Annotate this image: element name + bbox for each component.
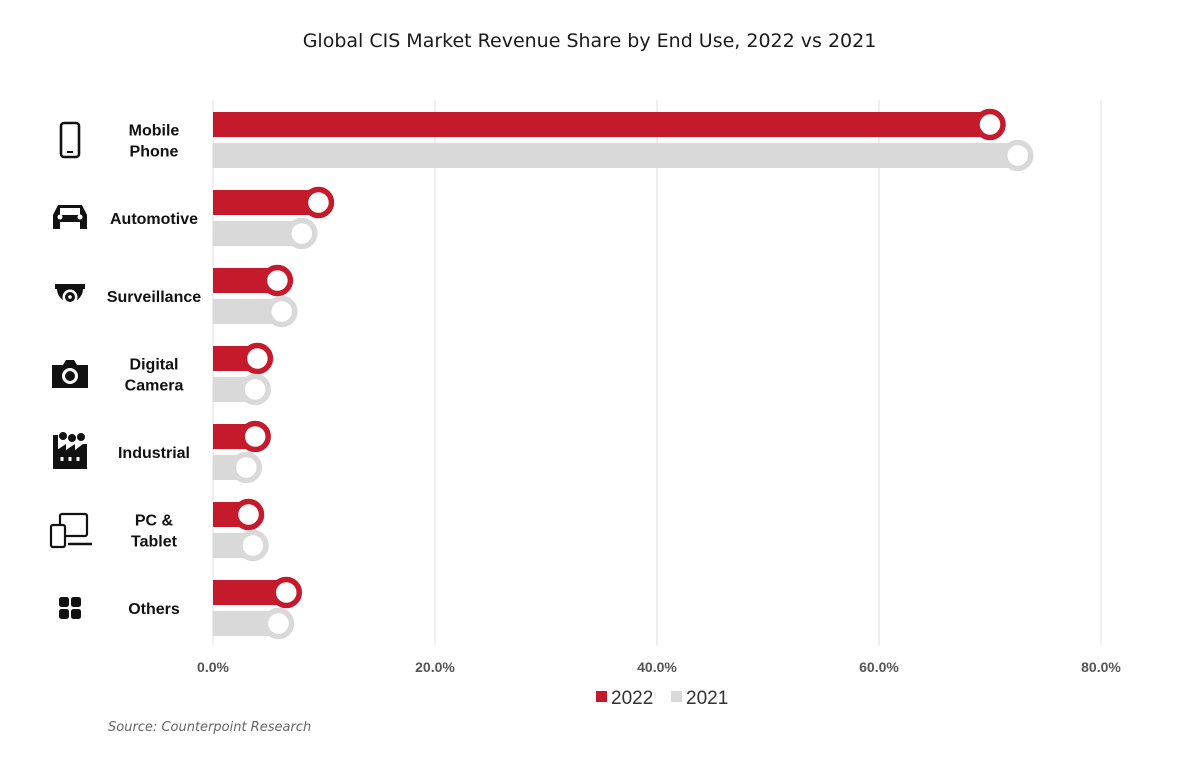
marker-2021-1 (286, 217, 318, 250)
category-label-5: PC & Tablet (131, 513, 178, 551)
category-label-3: Digital Camera (125, 357, 184, 395)
category-labels: Mobile Phone Automotive Surveillance Digital… (107, 123, 201, 619)
marker-2022-6 (270, 576, 303, 609)
chart-title: Global CIS Market Revenue Share by End U… (302, 30, 877, 52)
mobile-phone-icon (59, 121, 81, 159)
category-label-6: Others (128, 601, 180, 618)
category-label-1: Automotive (110, 211, 198, 228)
pc-tablet-icon (49, 512, 92, 549)
marker-2021-5 (237, 529, 269, 562)
grid-icon (59, 597, 81, 619)
gridlines (212, 100, 1102, 645)
bars (213, 108, 1034, 640)
camera-icon (52, 360, 88, 388)
category-label-2: Surveillance (107, 289, 201, 306)
x-tick-label-0: 0.0% (197, 659, 229, 675)
marker-2022-1 (302, 186, 335, 219)
marker-2022-3 (241, 342, 274, 375)
marker-2021-0 (1002, 139, 1034, 172)
legend-swatch-2022 (596, 691, 607, 702)
marker-2021-3 (239, 373, 271, 406)
legend-label-2022: 2022 (611, 688, 653, 709)
bar-2021-0 (213, 143, 1018, 168)
x-tick-label-4: 80.0% (1081, 659, 1121, 675)
legend: 2022 2021 (596, 688, 728, 709)
bar-2022-0 (213, 112, 990, 137)
x-tick-label-1: 20.0% (415, 659, 455, 675)
legend-swatch-2021 (671, 691, 682, 702)
marker-2021-4 (230, 451, 263, 484)
x-tick-label-2: 40.0% (637, 659, 677, 675)
marker-2022-4 (239, 420, 271, 453)
marker-2021-6 (262, 607, 295, 640)
x-tick-label-3: 60.0% (859, 659, 899, 675)
category-label-0: Mobile Phone (129, 123, 180, 161)
legend-label-2021: 2021 (686, 688, 728, 709)
source-note: Source: Counterpoint Research (108, 720, 312, 735)
marker-2021-2 (266, 295, 298, 328)
bar-2022-1 (213, 190, 319, 215)
category-icons (49, 121, 92, 619)
factory-icon (53, 432, 87, 469)
category-label-4: Industrial (118, 445, 190, 462)
surveillance-camera-icon (55, 284, 85, 305)
marker-2022-0 (974, 108, 1006, 141)
marker-2022-2 (261, 264, 294, 297)
car-icon (53, 205, 87, 229)
x-axis-ticks: 0.0% 20.0% 40.0% 60.0% 80.0% (197, 659, 1121, 675)
marker-2022-5 (232, 498, 265, 531)
